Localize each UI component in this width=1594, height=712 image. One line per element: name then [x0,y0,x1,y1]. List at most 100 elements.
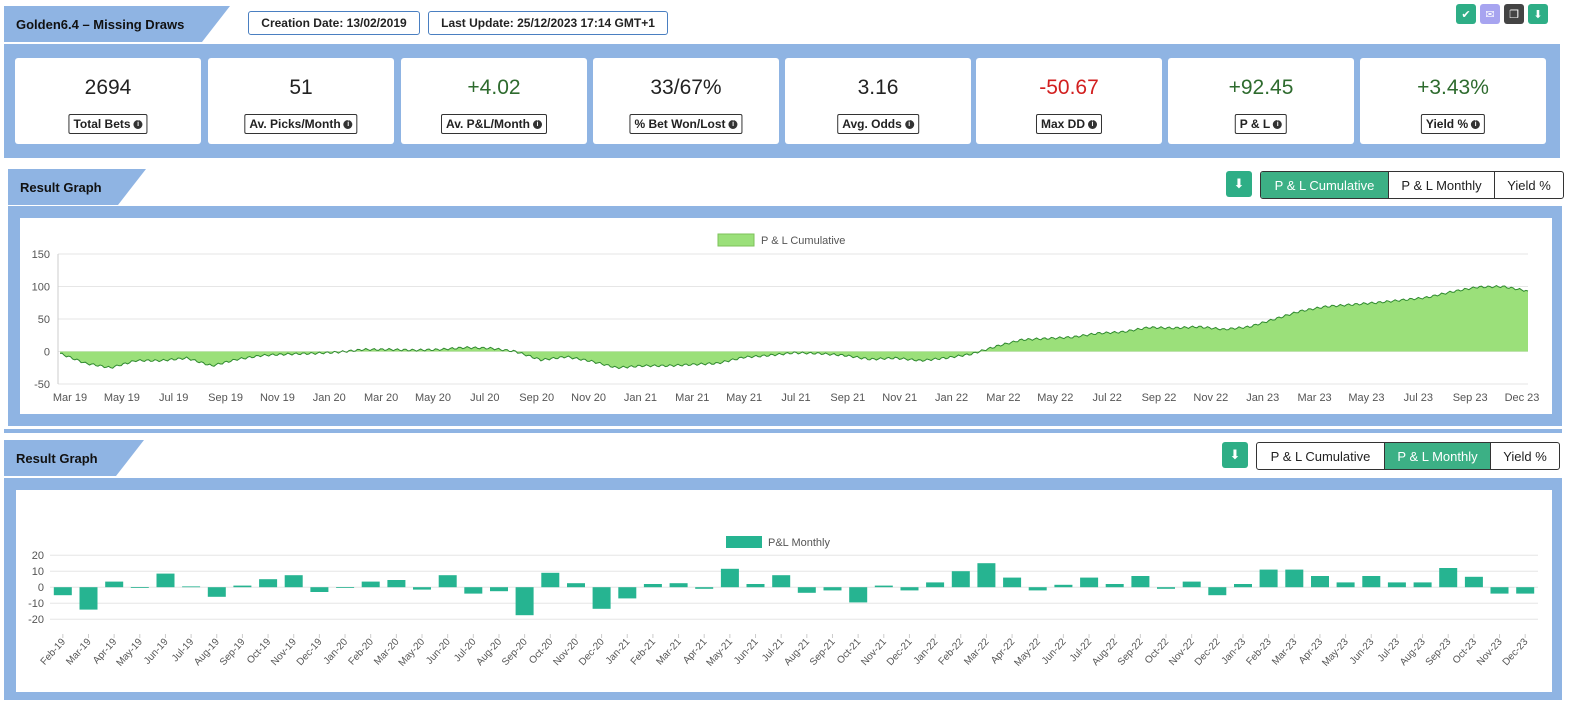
toggle-pl-monthly[interactable]: P & L Monthly [1385,443,1491,469]
bar [464,587,483,594]
stat-label-text: % Bet Won/Lost [634,117,726,131]
y-tick-label: -10 [28,598,44,610]
stats-panel: 2694 Total Bets i 51 Av. Picks/Month i +4.02 Av… [4,44,1560,158]
bar [643,584,662,588]
info-icon[interactable]: i [904,120,914,130]
toggle-pl-cumulative[interactable]: P & L Cumulative [1261,172,1389,198]
stat-value: 33/67% [650,76,722,99]
x-tick-label: May-23 [1320,636,1351,668]
stat-label-text: Yield % [1425,117,1469,131]
x-tick-label: Jun-22 [1040,636,1069,666]
x-tick-label: May 20 [415,392,451,404]
x-tick-label: Jul 19 [159,392,188,404]
x-tick-label: Nov 21 [882,392,917,404]
strategy-title: Golden6.4 – Missing Draws [4,6,230,42]
download-chart-button[interactable]: ⬇ [1226,171,1252,197]
bar [1413,582,1432,588]
x-tick-label: Nov 20 [571,392,606,404]
x-tick-label: Sep 21 [830,392,865,404]
x-tick-label: May 19 [104,392,140,404]
stat-card: 33/67% % Bet Won/Lost i [593,58,779,144]
info-icon[interactable]: i [1273,120,1283,130]
y-tick-label: 150 [32,249,50,261]
bar [900,587,919,591]
x-tick-label: Nov-20 [551,636,581,668]
stat-label[interactable]: Av. Picks/Month i [244,114,358,134]
stat-card: -50.67 Max DD i [976,58,1162,144]
info-icon[interactable]: i [1088,120,1098,130]
bar [823,587,842,591]
info-icon[interactable]: i [133,120,143,130]
info-icon[interactable]: i [533,120,542,130]
x-tick-label: Sep-23 [1424,636,1454,668]
stat-label[interactable]: Avg. Odds i [837,114,919,134]
x-tick-label: Nov 19 [260,392,295,404]
x-tick-label: Dec-20 [577,636,607,668]
toggle-pl-monthly[interactable]: P & L Monthly [1389,172,1495,198]
x-tick-label: Aug-20 [474,636,504,668]
x-tick-label: May-22 [1012,636,1043,668]
stat-label[interactable]: % Bet Won/Lost i [629,114,743,134]
bar [669,583,688,588]
download-chart-button-2[interactable]: ⬇ [1222,442,1248,468]
result-graph-title-2: Result Graph [4,440,144,476]
bar [1490,587,1509,594]
y-tick-label: 0 [44,347,50,359]
x-tick-label: Feb-20 [347,636,377,667]
bar [951,571,970,588]
bar [1003,577,1022,588]
bar [746,584,765,588]
x-tick-label: Sep-20 [500,636,530,668]
graph2-toggle-group: P & L Cumulative P & L Monthly Yield % [1256,442,1560,470]
stat-label-text: Av. Picks/Month [249,117,341,131]
y-tick-label: 10 [32,566,44,578]
mail-icon[interactable]: ✉ [1480,4,1500,24]
download-icon[interactable]: ⬇ [1528,4,1548,24]
x-tick-label: May-21 [705,636,736,668]
stat-card: 2694 Total Bets i [15,58,201,144]
stat-card: 3.16 Avg. Odds i [785,58,971,144]
x-tick-label: Mar-19 [64,636,94,667]
toggle-pl-cumulative[interactable]: P & L Cumulative [1257,443,1385,469]
stat-label[interactable]: Av. P&L/Month i [441,114,547,134]
toggle-yield[interactable]: Yield % [1503,448,1547,464]
toggle-yield[interactable]: Yield % [1507,177,1551,193]
legend-label: P&L Monthly [768,537,830,549]
bar [772,575,791,588]
bar [1080,577,1099,588]
x-tick-label: Nov-22 [1167,636,1197,668]
x-tick-label: Dec-21 [885,636,915,668]
x-tick-label: Aug-22 [1090,636,1120,668]
result-graph-title: Result Graph [8,169,146,205]
x-tick-label: Nov 22 [1193,392,1228,404]
bar [1208,587,1227,596]
bar [977,563,996,588]
bar [1182,581,1201,588]
copy-icon[interactable]: ❐ [1504,4,1524,24]
bar [797,587,816,593]
bar [53,587,72,596]
stat-label[interactable]: Max DD i [1035,114,1103,134]
stat-label[interactable]: Total Bets i [68,114,148,134]
bar [156,573,175,588]
stat-value: +92.45 [1228,76,1294,99]
x-tick-label: Jul 22 [1092,392,1121,404]
stat-label[interactable]: Yield % i [1420,114,1486,134]
info-icon[interactable]: i [343,120,353,130]
x-tick-label: Dec 23 [1505,392,1540,404]
x-tick-label: Mar-21 [654,636,684,667]
graph1-toggle-group: P & L Cumulative P & L Monthly Yield % [1260,171,1564,199]
bar [1105,584,1124,588]
x-tick-label: Sep 22 [1142,392,1177,404]
bar [1387,582,1406,588]
check-icon[interactable]: ✔ [1456,4,1476,24]
info-icon[interactable]: i [728,120,738,130]
bar [1157,587,1175,589]
x-tick-label: Jan-20 [322,636,351,666]
x-tick-label: Aug-21 [782,636,812,668]
stat-value: 51 [289,76,313,99]
bar [490,587,508,592]
monthly-chart-card: 20 10 0 -10 -20 Feb-19 Mar-19 Apr-19 May-19 Jun-1… [16,490,1552,692]
info-icon[interactable]: i [1471,120,1481,130]
